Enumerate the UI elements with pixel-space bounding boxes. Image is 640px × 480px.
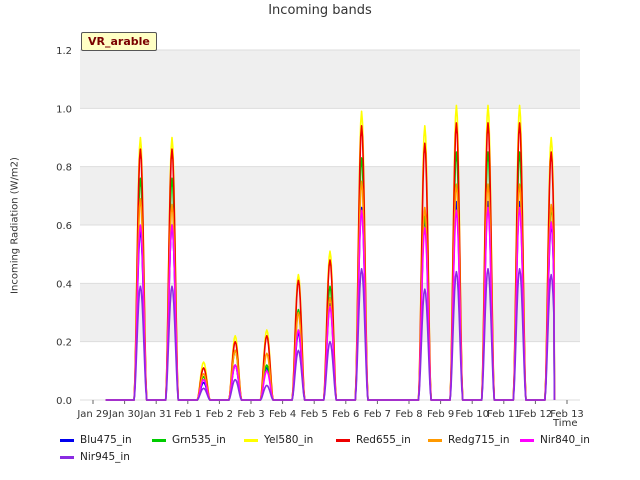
legend-swatch bbox=[520, 438, 534, 442]
x-tick-label: Jan 29 bbox=[76, 409, 108, 420]
x-tick-label: Feb 7 bbox=[364, 409, 391, 420]
series-line-nir945_in bbox=[105, 267, 556, 401]
x-tick-label: Feb 9 bbox=[427, 409, 454, 420]
legend-item: Yel580_in bbox=[244, 434, 313, 446]
series-lines bbox=[105, 104, 556, 401]
legend-item: Nir945_in bbox=[60, 451, 130, 463]
legend-swatch bbox=[244, 438, 258, 442]
legend-item: Blu475_in bbox=[60, 434, 132, 446]
x-tick-label: Feb 12 bbox=[519, 409, 553, 420]
y-ticks: 0.0 0.2 0.4 0.6 0.8 1.0 1.2 bbox=[56, 46, 72, 407]
x-tick-label: Feb 8 bbox=[395, 409, 422, 420]
plot-band bbox=[80, 166, 580, 225]
legend-swatch bbox=[152, 438, 166, 442]
x-tick-label: Feb 13 bbox=[550, 409, 584, 420]
legend-item: Grn535_in bbox=[152, 434, 226, 446]
y-tick-label: 1.2 bbox=[56, 46, 72, 57]
y-tick-label: 0.0 bbox=[56, 396, 72, 407]
y-tick-label: 0.4 bbox=[56, 279, 72, 290]
x-tick-label: Feb 11 bbox=[487, 409, 521, 420]
x-axis-label: Time bbox=[553, 418, 578, 429]
x-tick-label: Feb 10 bbox=[455, 409, 489, 420]
x-tick-label: Feb 5 bbox=[301, 409, 328, 420]
legend-label: Redg715_in bbox=[448, 434, 510, 446]
chart-title: Incoming bands bbox=[268, 3, 372, 18]
legend-label: Yel580_in bbox=[264, 434, 314, 446]
plot-band bbox=[80, 283, 580, 342]
legend-swatch bbox=[60, 438, 74, 442]
legend-swatch bbox=[336, 438, 350, 442]
y-tick-label: 0.6 bbox=[56, 221, 72, 232]
legend-label: Blu475_in bbox=[80, 434, 132, 446]
legend-label: Nir945_in bbox=[80, 451, 130, 463]
plot-band bbox=[80, 50, 580, 109]
x-tick-label: Feb 6 bbox=[332, 409, 359, 420]
x-tick-label: Jan 31 bbox=[140, 409, 172, 420]
x-tick-label: Feb 1 bbox=[174, 409, 201, 420]
x-ticks: Jan 29 Jan 30 Jan 31 Feb 1 Feb 2 Feb 3 Feb 4 Fe… bbox=[76, 400, 584, 420]
x-tick-label: Feb 2 bbox=[206, 409, 233, 420]
x-tick-label: Jan 30 bbox=[108, 409, 140, 420]
y-tick-label: 0.2 bbox=[56, 338, 72, 349]
y-tick-label: 0.8 bbox=[56, 163, 72, 174]
legend-item: Redg715_in bbox=[428, 434, 509, 446]
legend-swatch bbox=[60, 455, 74, 459]
legend-item: Red655_in bbox=[336, 434, 411, 446]
x-tick-label: Feb 3 bbox=[237, 409, 264, 420]
legend-label: Grn535_in bbox=[172, 434, 226, 446]
site-badge: VR_arable bbox=[81, 32, 157, 51]
legend-swatch bbox=[428, 438, 442, 442]
legend-label: Nir840_in bbox=[540, 434, 590, 446]
legend-item: Nir840_in bbox=[520, 434, 590, 446]
x-tick-label: Feb 4 bbox=[269, 409, 296, 420]
legend-label: Red655_in bbox=[356, 434, 411, 446]
y-tick-label: 1.0 bbox=[56, 104, 72, 115]
